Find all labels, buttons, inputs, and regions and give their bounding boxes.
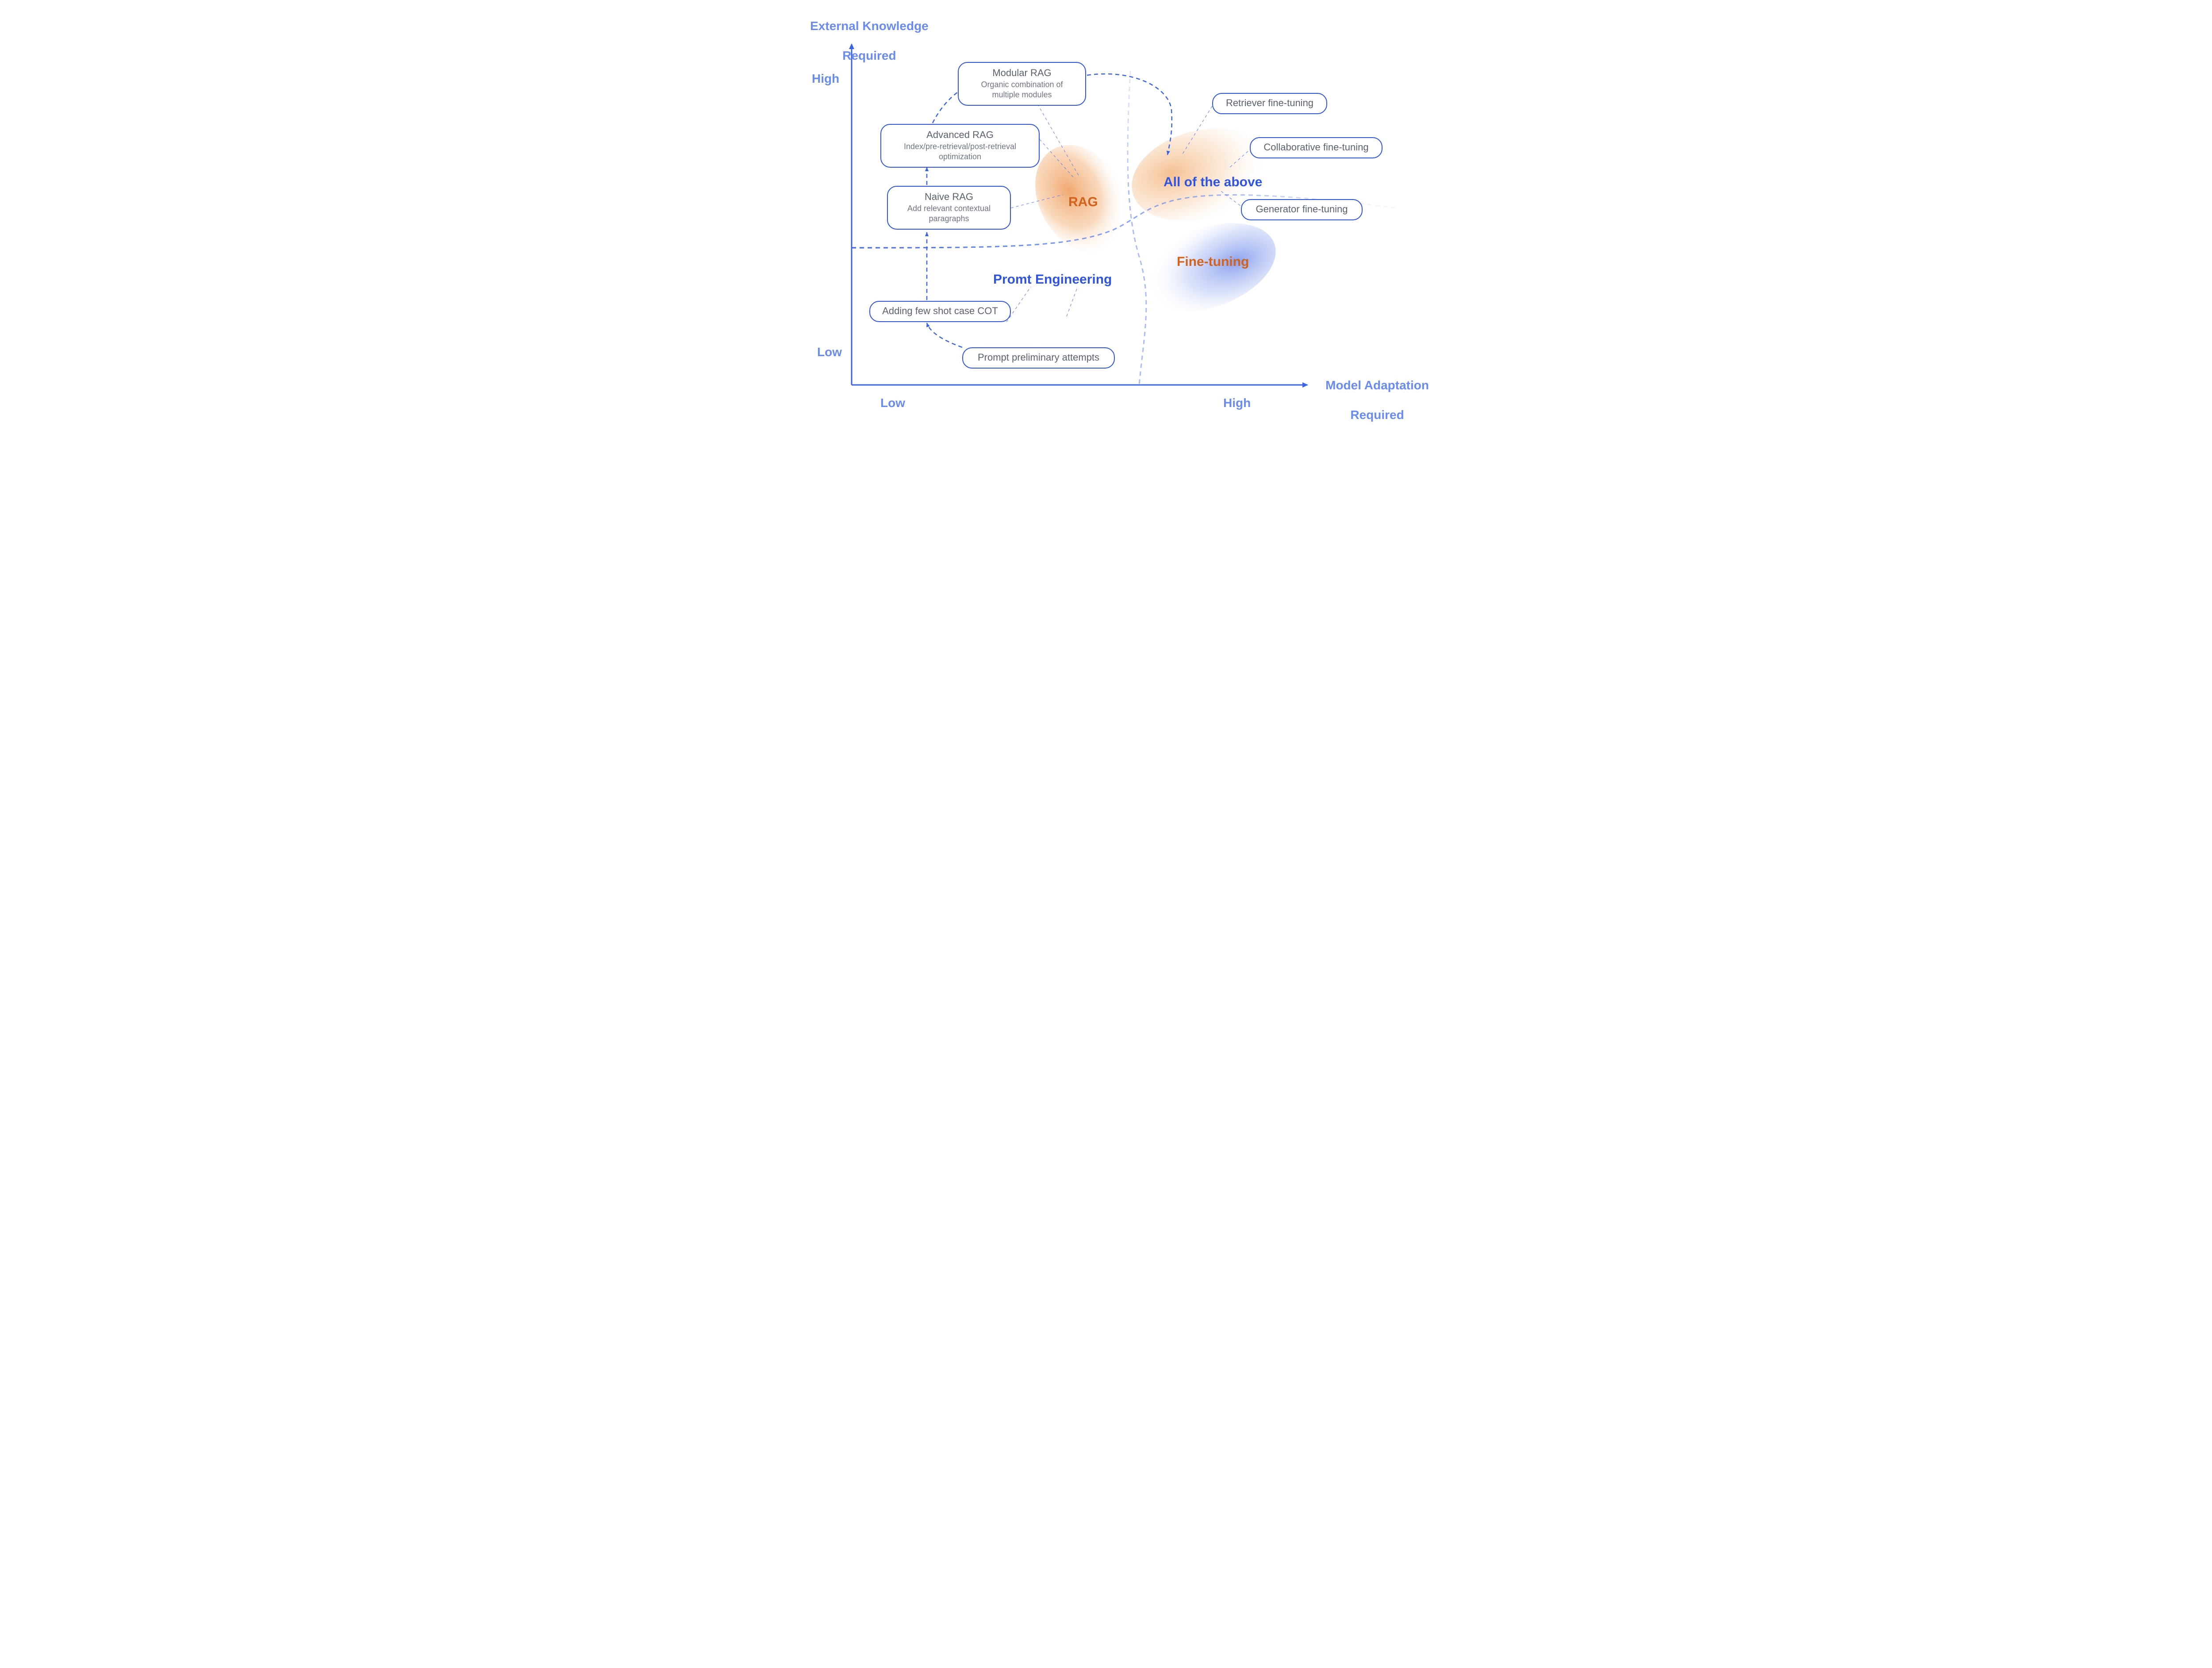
y-axis-title-line1: External Knowledge bbox=[810, 19, 929, 33]
arrow-modular-to-allabove bbox=[1087, 74, 1172, 155]
node-generator-ft-title: Generator fine-tuning bbox=[1251, 204, 1353, 215]
node-retriever-ft: Retriever fine-tuning bbox=[1212, 93, 1327, 114]
node-advanced-rag: Advanced RAG Index/pre-retrieval/post-re… bbox=[880, 124, 1040, 168]
boundary-vertical-curve bbox=[1128, 71, 1146, 385]
node-naive-rag: Naive RAG Add relevant contextualparagra… bbox=[887, 186, 1011, 230]
x-axis-title-line2: Required bbox=[1350, 408, 1404, 422]
node-few-shot-cot-title: Adding few shot case COT bbox=[879, 305, 1001, 317]
node-advanced-rag-sub: Index/pre-retrieval/post-retrievaloptimi… bbox=[891, 142, 1029, 161]
y-axis-title: External Knowledge Required bbox=[796, 4, 929, 78]
diagram-stage: External Knowledge Required Model Adapta… bbox=[785, 0, 1427, 420]
x-axis-title: Model Adaptation Required bbox=[1312, 363, 1429, 437]
region-label-rag: RAG bbox=[1068, 195, 1098, 210]
node-retriever-ft-title: Retriever fine-tuning bbox=[1222, 97, 1317, 109]
node-prompt-prelim: Prompt preliminary attempts bbox=[962, 347, 1115, 369]
leader-cot-pe bbox=[1006, 287, 1031, 322]
arrow-prelim-to-cot bbox=[927, 323, 962, 347]
y-axis-title-line2: Required bbox=[842, 49, 896, 62]
x-tick-low: Low bbox=[880, 396, 905, 410]
node-few-shot-cot: Adding few shot case COT bbox=[869, 301, 1011, 322]
y-tick-high: High bbox=[812, 72, 839, 86]
node-naive-rag-sub: Add relevant contextualparagraphs bbox=[898, 204, 1000, 223]
region-label-fine-tuning: Fine-tuning bbox=[1177, 254, 1249, 269]
node-naive-rag-title: Naive RAG bbox=[898, 191, 1000, 203]
node-modular-rag: Modular RAG Organic combination ofmultip… bbox=[958, 62, 1086, 106]
node-modular-rag-sub: Organic combination ofmultiple modules bbox=[968, 80, 1075, 100]
leader-prelim-pe bbox=[1067, 288, 1077, 316]
region-label-prompt-eng: Promt Engineering bbox=[993, 272, 1112, 287]
node-collab-ft-title: Collaborative fine-tuning bbox=[1260, 142, 1373, 153]
y-tick-low: Low bbox=[817, 345, 842, 359]
region-blobs bbox=[1017, 114, 1288, 329]
node-advanced-rag-title: Advanced RAG bbox=[891, 129, 1029, 141]
node-prompt-prelim-title: Prompt preliminary attempts bbox=[972, 352, 1105, 363]
node-collab-ft: Collaborative fine-tuning bbox=[1250, 137, 1382, 158]
node-generator-ft: Generator fine-tuning bbox=[1241, 199, 1363, 220]
node-modular-rag-title: Modular RAG bbox=[968, 67, 1075, 79]
x-tick-high: High bbox=[1223, 396, 1251, 410]
x-axis-title-line1: Model Adaptation bbox=[1325, 378, 1429, 392]
region-label-all-above: All of the above bbox=[1164, 175, 1262, 190]
